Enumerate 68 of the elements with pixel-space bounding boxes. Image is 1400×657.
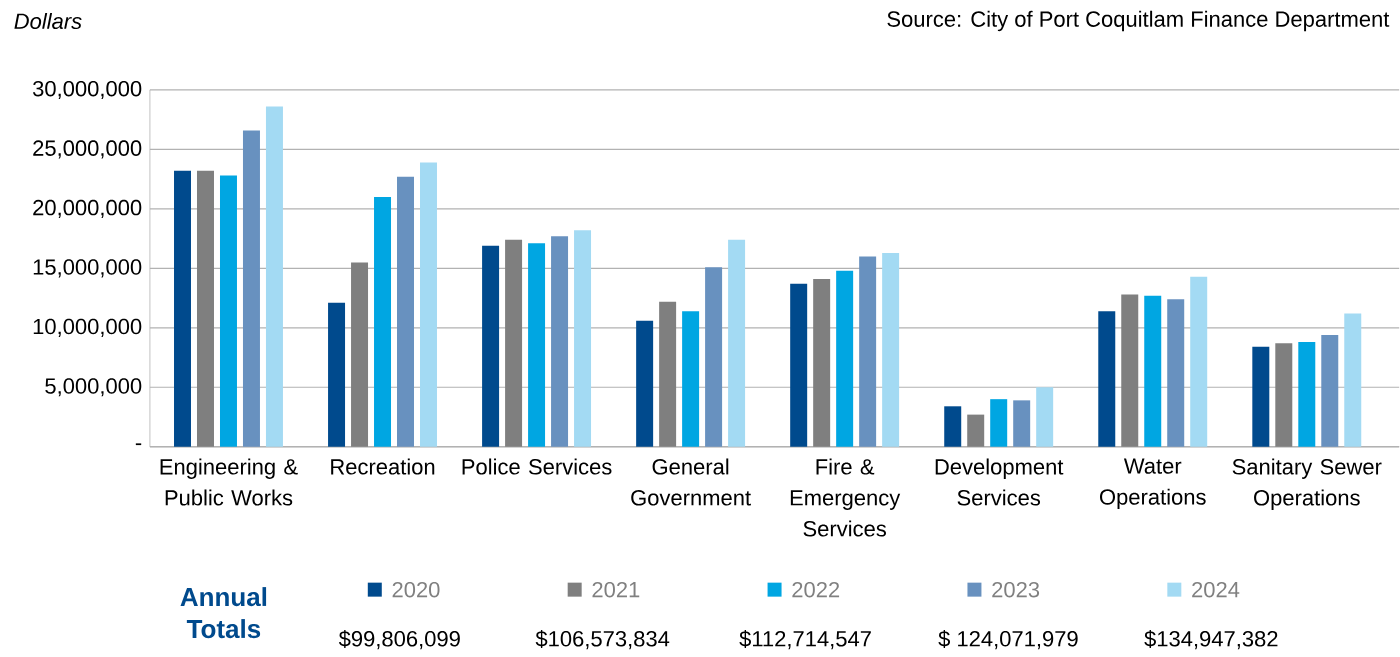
- bar: [265, 106, 283, 447]
- bar: [1098, 311, 1116, 447]
- bar: [836, 270, 854, 447]
- bar: [728, 239, 746, 447]
- bar: [967, 414, 985, 447]
- x-tick-label: Sanitary Sewer Operations: [1232, 458, 1382, 511]
- bar: [219, 175, 237, 447]
- source-note: Source: City of Port Coquitlam Finance Department: [887, 10, 1390, 32]
- bar: [1013, 400, 1031, 447]
- bar: [1344, 313, 1362, 447]
- legend-label: 2023: [992, 582, 1040, 598]
- bar: [374, 197, 392, 447]
- bar: [574, 230, 592, 447]
- text: Annual Totals: [180, 587, 267, 639]
- bar: [528, 243, 546, 447]
- bar: [482, 245, 500, 447]
- bar: [859, 256, 877, 447]
- bar: [990, 399, 1008, 447]
- bar: [636, 320, 654, 447]
- bar: [1144, 295, 1162, 447]
- bar: [882, 253, 900, 447]
- bar: [1298, 342, 1316, 447]
- text: $ 124,071,979: [938, 630, 1078, 650]
- x-tick-label: Engineering & Public Works: [160, 458, 298, 506]
- y-tick-label: 30,000,000: [32, 81, 142, 100]
- bar: [242, 130, 260, 447]
- bar: [505, 239, 523, 447]
- bar: [1321, 335, 1339, 447]
- bar: [1167, 299, 1185, 447]
- bar: [420, 162, 437, 447]
- y-axis-title: Dollars: [14, 13, 82, 30]
- text: $99,806,099: [338, 630, 460, 650]
- bar: [659, 301, 677, 447]
- bar: [682, 311, 700, 447]
- text: $134,947,382: [1144, 630, 1278, 650]
- bar: [1036, 387, 1054, 447]
- x-tick-label: Recreation: [331, 458, 435, 475]
- y-tick-label: 10,000,000: [33, 318, 142, 338]
- legend-label: 2022: [792, 582, 840, 598]
- text: $106,573,834: [535, 630, 670, 650]
- legend-label: 2024: [1192, 582, 1240, 598]
- bar: [1121, 294, 1139, 447]
- y-tick-label: 25,000,000: [33, 140, 142, 159]
- bar: [1275, 343, 1293, 447]
- bar: [551, 236, 569, 447]
- y-tick-label: 5,000,000: [45, 378, 142, 397]
- bar: [1252, 347, 1270, 447]
- y-tick-label: -: [135, 443, 142, 446]
- bar: [944, 406, 962, 447]
- bar: [397, 176, 414, 447]
- x-tick-label: General Government: [631, 458, 751, 506]
- text: $112,714,547: [739, 630, 871, 650]
- x-tick-label: Water Operations: [1100, 458, 1206, 510]
- legend-label: 2020: [392, 582, 440, 598]
- bar: [790, 283, 808, 447]
- x-tick-label: Fire & Emergency Services: [790, 458, 901, 537]
- x-tick-label: Police Services: [462, 458, 612, 475]
- y-tick-label: 20,000,000: [33, 200, 142, 219]
- bar: [197, 171, 214, 447]
- legend-label: 2021: [592, 582, 640, 598]
- bar: [1190, 276, 1208, 447]
- y-tick-label: 15,000,000: [33, 259, 142, 278]
- bar: [813, 279, 831, 447]
- bar: [351, 262, 369, 447]
- bar: [705, 267, 723, 447]
- bar: [174, 171, 191, 447]
- bar: [328, 303, 346, 447]
- x-tick-label: Development Services: [935, 458, 1064, 506]
